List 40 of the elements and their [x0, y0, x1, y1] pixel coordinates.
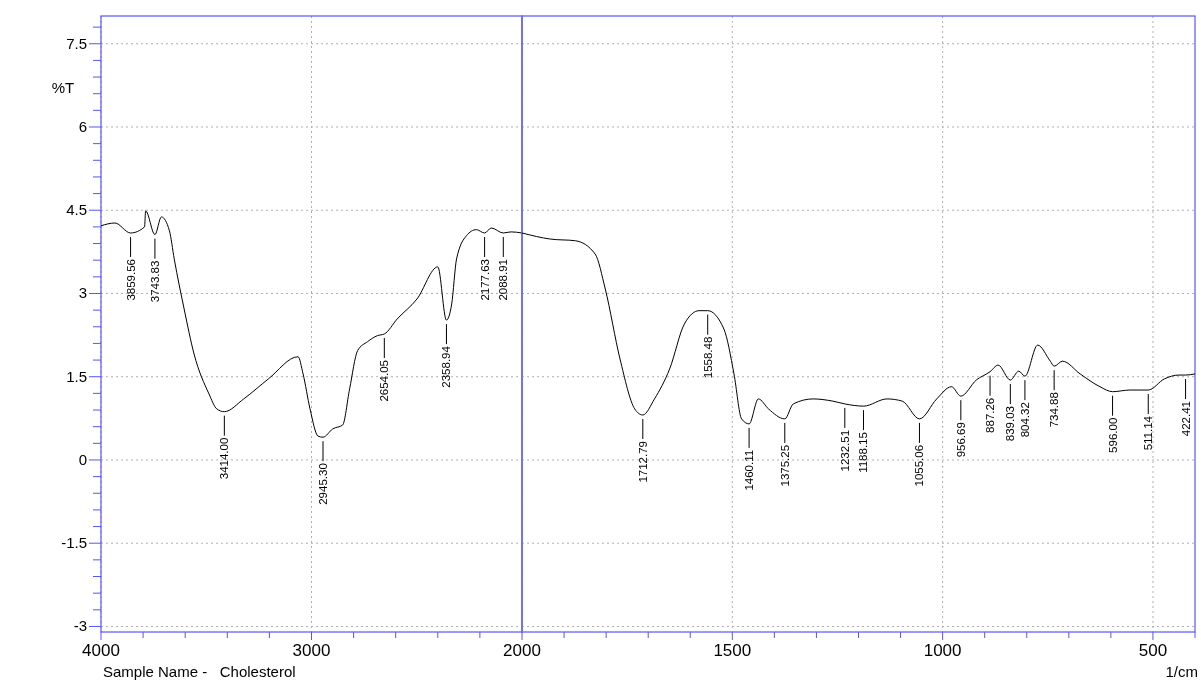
y-tick-label: 6: [78, 117, 87, 135]
text: Sample Name - Cholesterol: [103, 663, 296, 680]
x-tick-label: 500: [1138, 641, 1168, 660]
annotation: 2088.91: [497, 258, 510, 301]
y-tick-label: 1.5: [66, 367, 87, 385]
y-tick-label: -3: [73, 617, 87, 635]
annotation: 734.88: [1048, 392, 1061, 428]
annotation: 3743.83: [148, 260, 161, 303]
annotation: 596.00: [1106, 417, 1119, 453]
x-tick-label: 3000: [292, 641, 331, 660]
annotation: 511.14: [1142, 415, 1155, 451]
annotation: 1375.25: [778, 444, 791, 487]
x-tick-label: 4000: [82, 641, 120, 660]
annotation: 3859.56: [124, 258, 137, 301]
x-tick-label: 2000: [503, 641, 541, 660]
annotation: 887.26: [984, 397, 997, 433]
annotation: 3414.00: [218, 437, 231, 480]
annotation: 839.03: [1004, 406, 1017, 442]
x-axis-title: 1/cm: [1165, 663, 1198, 680]
annotation: 1232.51: [838, 429, 851, 472]
annotation: 422.41: [1179, 401, 1192, 437]
annotation: 956.69: [954, 422, 967, 458]
annotation: 2945.30: [317, 463, 330, 505]
annotation: 1558.48: [701, 336, 714, 379]
annotation: 2654.05: [378, 359, 391, 402]
annotation: 804.32: [1018, 402, 1031, 438]
y-tick-label: 7.5: [66, 34, 87, 52]
annotation: 1460.11: [743, 449, 756, 491]
annotation: 1188.15: [857, 432, 870, 473]
y-tick-label: 0: [78, 450, 87, 468]
annotation: 1055.06: [913, 444, 926, 487]
annotation: 2177.63: [478, 258, 491, 301]
y-tick-label: -1.5: [61, 534, 87, 552]
annotation: 2358.94: [440, 345, 453, 388]
x-tick-label: 1000: [923, 641, 962, 660]
annotation: 1712.79: [636, 441, 649, 483]
y-axis-title: %T: [51, 79, 75, 96]
y-tick-label: 3: [78, 284, 87, 302]
y-tick-label: 4.5: [66, 201, 87, 219]
x-tick-label: 1500: [713, 641, 752, 660]
